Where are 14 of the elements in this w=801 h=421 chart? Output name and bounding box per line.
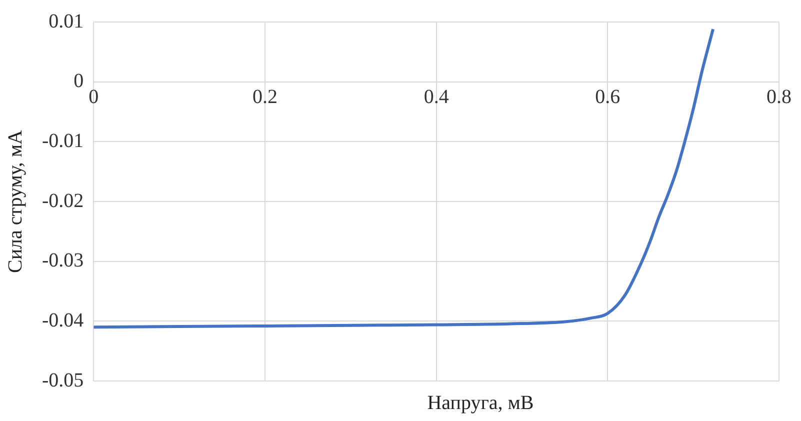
x-tick-label: 0.8 [766,86,792,108]
y-tick-label: 0 [74,70,84,92]
x-axis-title: Напруга, мВ [426,392,535,415]
y-tick-label: -0.01 [42,130,84,152]
x-tick-label: 0.4 [424,86,449,108]
x-tick-label: 0.2 [252,86,278,108]
y-axis-title: Сила струму, мА [4,129,26,273]
y-tick-label: -0.03 [42,250,84,272]
y-tick-label: 0.01 [48,10,84,32]
y-tick-label: -0.05 [42,369,84,392]
x-tick-label: 0 [88,86,99,108]
x-tick-label: 0.6 [595,86,620,108]
y-tick-label: -0.02 [42,190,84,212]
y-tick-label: -0.04 [42,309,84,332]
